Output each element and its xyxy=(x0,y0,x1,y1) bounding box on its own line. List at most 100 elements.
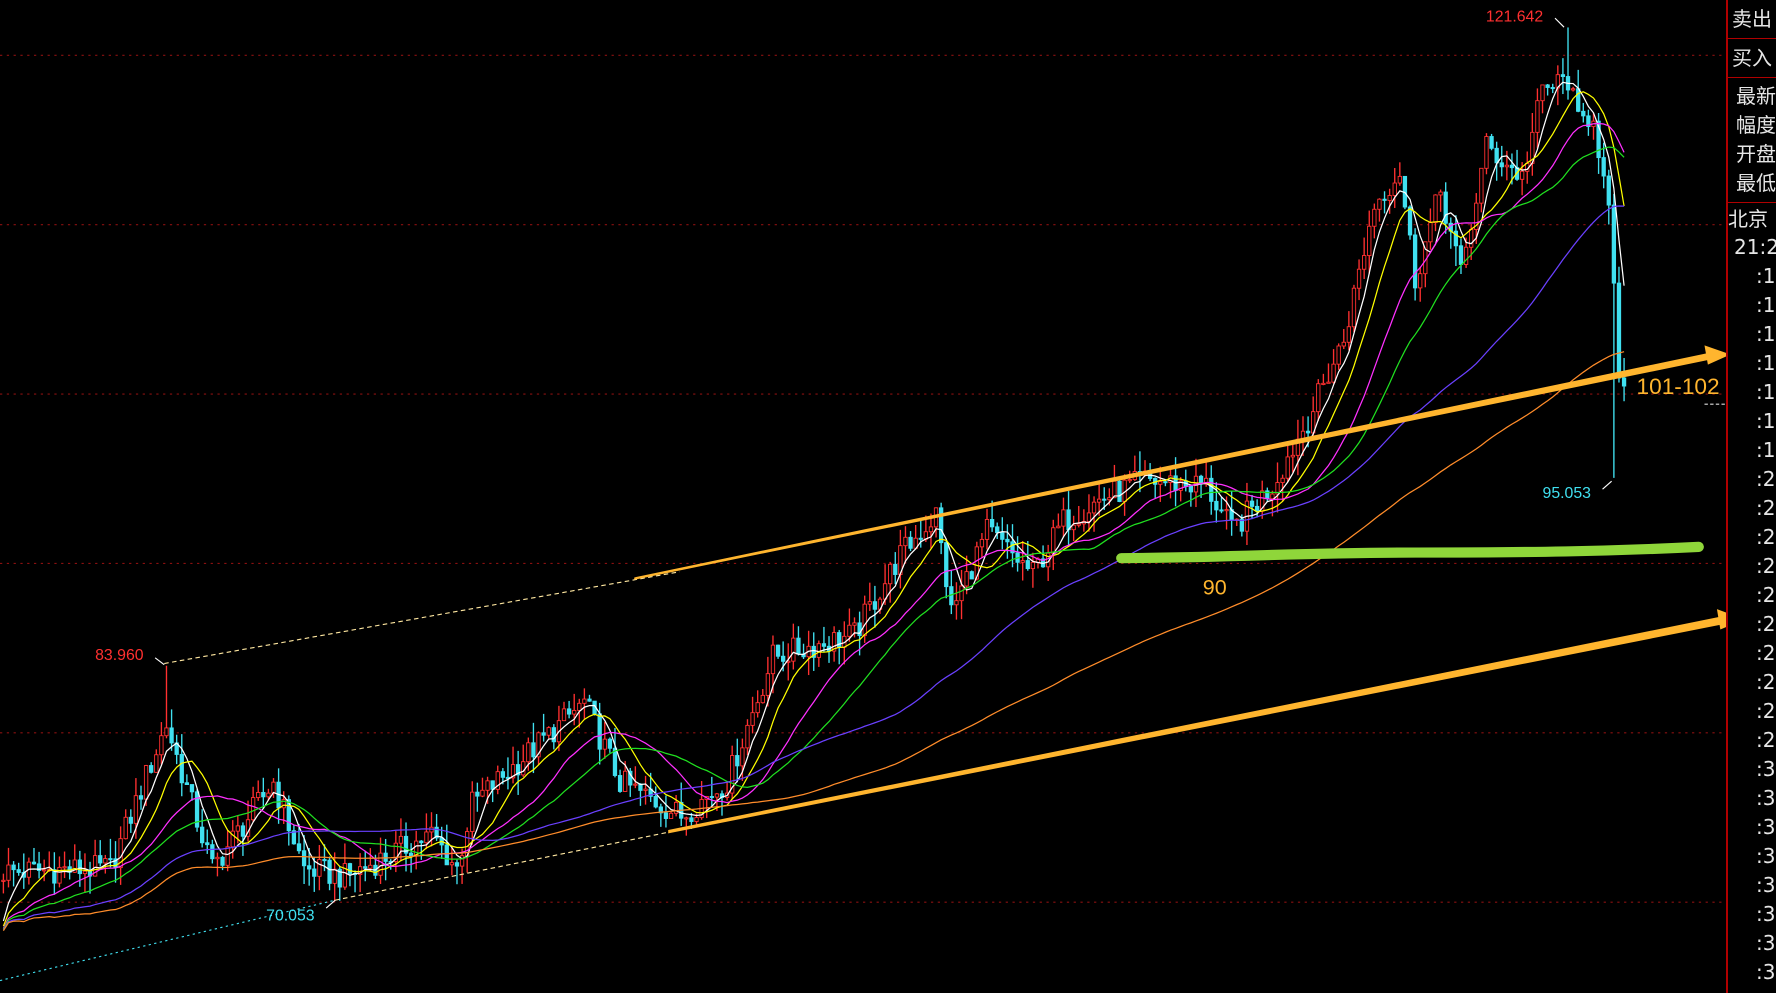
candle xyxy=(210,839,215,864)
candle xyxy=(821,626,827,653)
candle xyxy=(1056,513,1061,529)
candle xyxy=(1254,499,1260,518)
tick-row[interactable]: :3 xyxy=(1756,786,1776,810)
candle xyxy=(755,690,760,718)
tick-row[interactable]: :3 xyxy=(1756,902,1776,926)
candle xyxy=(587,694,592,702)
candle xyxy=(775,644,781,659)
candle xyxy=(918,519,923,548)
candle xyxy=(1209,465,1214,515)
extreme-label-low-70: 70.053 xyxy=(266,899,336,925)
candle xyxy=(113,841,118,883)
tick-row[interactable]: :2 xyxy=(1756,612,1776,636)
candle xyxy=(296,823,302,854)
candle xyxy=(938,502,944,555)
candle xyxy=(730,745,735,800)
tick-row[interactable]: :1 xyxy=(1756,380,1776,404)
tick-row[interactable]: :1 xyxy=(1756,293,1776,317)
candle xyxy=(424,813,429,850)
candle xyxy=(174,734,179,765)
tick-row[interactable]: :2 xyxy=(1756,467,1776,491)
ma60-line xyxy=(2,205,1625,931)
candle xyxy=(561,701,567,722)
candle xyxy=(215,852,220,877)
candle xyxy=(949,569,954,615)
candle xyxy=(536,731,541,766)
candle xyxy=(16,862,21,876)
tick-row[interactable]: :2 xyxy=(1756,728,1776,752)
candle xyxy=(261,777,266,809)
tick-row[interactable]: :2 xyxy=(1756,699,1776,723)
tick-row[interactable]: :1 xyxy=(1756,351,1776,375)
ma10-line xyxy=(2,91,1625,927)
candle xyxy=(92,839,98,877)
candle xyxy=(893,552,898,585)
candle xyxy=(1448,217,1453,249)
candle xyxy=(1586,109,1591,136)
candle xyxy=(791,623,796,670)
candle xyxy=(704,795,709,819)
candle xyxy=(1122,474,1127,516)
tick-row[interactable]: :1 xyxy=(1756,409,1776,433)
candle xyxy=(1514,149,1520,181)
candle xyxy=(98,840,103,867)
tick-row[interactable]: :3 xyxy=(1756,931,1776,955)
tick-row[interactable]: :2 xyxy=(1756,496,1776,520)
support-line xyxy=(1116,541,1704,564)
candle xyxy=(403,822,409,872)
candle xyxy=(1005,524,1010,559)
candle xyxy=(745,719,750,756)
candle xyxy=(128,809,133,833)
arrow-head-icon xyxy=(1704,345,1726,365)
candle xyxy=(811,632,816,671)
candle xyxy=(888,561,893,603)
candle xyxy=(1341,329,1346,350)
candle xyxy=(898,529,903,589)
candle xyxy=(1356,259,1362,301)
tick-row[interactable]: :3 xyxy=(1756,960,1776,984)
candle xyxy=(1290,444,1295,473)
candle xyxy=(1234,518,1239,526)
tick-row[interactable]: :3 xyxy=(1756,873,1776,897)
tick-row[interactable]: :1 xyxy=(1756,438,1776,462)
candle xyxy=(1474,193,1479,244)
candle xyxy=(995,522,1000,540)
tick-row[interactable]: :3 xyxy=(1756,815,1776,839)
tick-row[interactable]: :3 xyxy=(1756,844,1776,868)
candle xyxy=(480,777,485,798)
candle xyxy=(770,635,776,694)
tick-row[interactable]: :2 xyxy=(1756,670,1776,694)
candle xyxy=(903,526,908,564)
candle xyxy=(1336,343,1341,370)
candle xyxy=(317,845,322,891)
buy-row[interactable]: 买入 xyxy=(1728,39,1776,78)
candles xyxy=(1,27,1627,902)
ma5-line xyxy=(2,81,1625,922)
candle xyxy=(240,822,246,856)
candle xyxy=(1438,189,1443,212)
candle xyxy=(1102,487,1107,510)
candle xyxy=(42,859,47,882)
sell-row[interactable]: 卖出 xyxy=(1728,0,1776,39)
tick-row[interactable]: :1 xyxy=(1756,322,1776,346)
candle xyxy=(1361,237,1367,280)
candle xyxy=(1219,497,1224,514)
candle xyxy=(1621,357,1627,402)
tick-row[interactable]: :2 xyxy=(1756,525,1776,549)
tick-row[interactable]: :2 xyxy=(1756,554,1776,578)
candle xyxy=(1081,509,1086,532)
tick-row[interactable]: :3 xyxy=(1756,757,1776,781)
candle xyxy=(673,795,679,817)
candle xyxy=(52,852,57,895)
candle xyxy=(1560,58,1566,95)
candle xyxy=(684,816,689,836)
tick-row[interactable]: :1 xyxy=(1756,264,1776,288)
candle xyxy=(1535,88,1540,149)
candle xyxy=(1321,373,1326,386)
tick-row[interactable]: :2 xyxy=(1756,583,1776,607)
candle xyxy=(572,693,577,726)
low-label: 最低 xyxy=(1736,171,1776,195)
candle xyxy=(1377,198,1382,222)
candlestick-chart[interactable]: 101-102 90 121.642 83.960 70.053 95.053 xyxy=(0,0,1726,993)
tick-row[interactable]: :2 xyxy=(1756,641,1776,665)
